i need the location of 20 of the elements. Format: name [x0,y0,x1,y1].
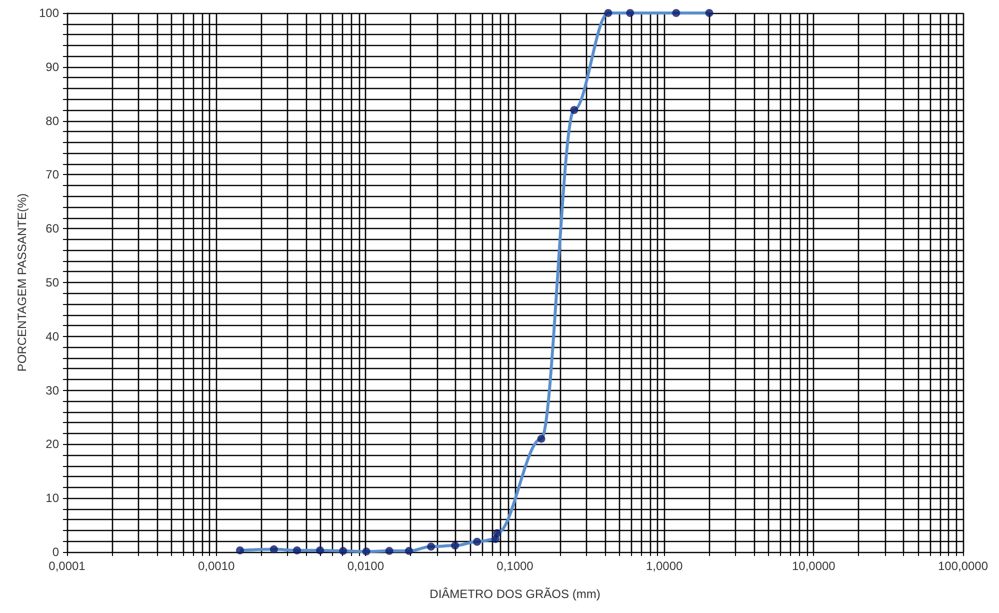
y-tick-label: 70 [46,168,60,182]
y-tick-label: 60 [46,222,60,236]
y-tick-label: 50 [46,276,60,290]
y-tick-label: 20 [46,437,60,452]
y-tick-label: 90 [46,60,60,74]
y-tick-label: 100 [38,6,60,20]
x-tick-label: 0,0100 [347,559,384,573]
x-tick-label: 0,0010 [198,559,236,573]
x-tick-label: 1,0000 [646,559,684,573]
x-tick-label: 0,0001 [48,559,86,573]
x-tick-label: 0,1000 [496,559,534,573]
y-tick-label: 0 [52,545,60,559]
x-tick-label: 100,0000 [938,559,988,573]
x-tick-label: 10,0000 [792,559,836,573]
y-axis-title: PORCENTAGEM PASSANTE(%) [15,193,30,372]
x-axis-title: DIÂMETRO DOS GRÃOS (mm) [430,587,600,601]
y-tick-label: 10 [46,491,60,506]
y-tick-label: 80 [46,114,60,128]
y-tick-label: 30 [46,383,60,398]
y-tick-label: 40 [46,329,60,344]
